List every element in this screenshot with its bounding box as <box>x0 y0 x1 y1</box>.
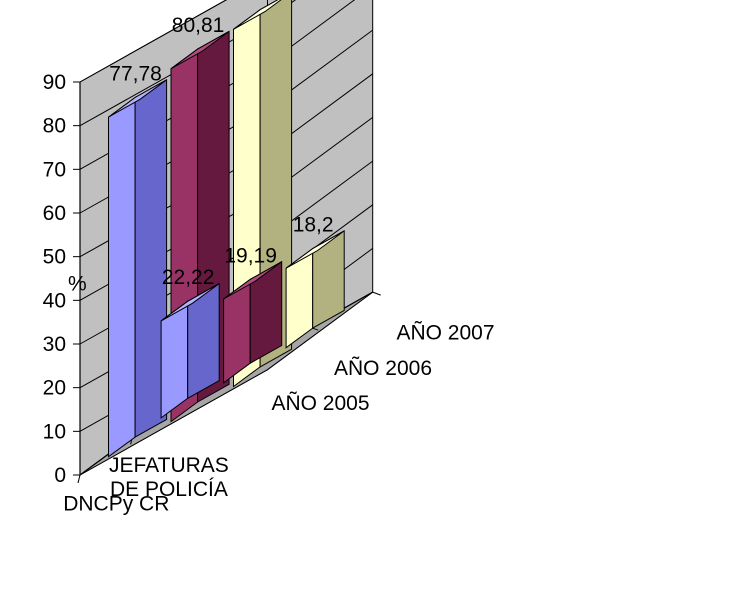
y-tick-label: 80 <box>43 115 66 138</box>
x-tick-mark <box>77 474 81 484</box>
data-label: 18,2 <box>293 214 334 237</box>
y-tick-label: 50 <box>43 246 66 269</box>
bar-top <box>223 261 282 300</box>
series-label: AÑO 2006 <box>334 356 432 380</box>
y-tick-label: 40 <box>43 289 66 312</box>
bar-top <box>108 79 167 118</box>
category-label-line: DE POLICÍA <box>110 478 228 501</box>
bar <box>223 260 283 384</box>
bar-front <box>108 96 136 458</box>
category-label: DNCPy CR <box>63 493 169 516</box>
category-label: JEFATURAS DE POLICÍA <box>109 454 229 501</box>
series-label: AÑO 2007 <box>396 321 494 345</box>
data-label: 80,81 <box>172 14 225 37</box>
bar-top <box>160 283 220 322</box>
bar-top <box>233 0 282 30</box>
y-tick-label: 60 <box>43 202 66 225</box>
bar <box>285 230 345 349</box>
depth-tick-mark <box>372 291 381 296</box>
gridline <box>79 0 228 83</box>
y-tick-label: 10 <box>43 420 66 443</box>
y-tick-label: 20 <box>43 377 66 400</box>
series-labels: AÑO 2005 AÑO 2006 AÑO 2007 <box>271 321 494 415</box>
data-label: 22,22 <box>162 266 215 289</box>
y-tick-label: 70 <box>43 158 66 181</box>
bar <box>108 78 168 458</box>
data-label: 19,19 <box>224 244 277 267</box>
category-label-line: JEFATURAS <box>109 454 229 477</box>
series-label: AÑO 2005 <box>271 391 369 415</box>
bar-top <box>170 30 230 70</box>
category-label-line: DNCPy CR <box>63 493 169 516</box>
y-axis-label: % <box>68 272 87 295</box>
bars <box>108 0 345 458</box>
y-tick-label: 90 <box>43 71 66 94</box>
y-tick-labels: 0 10 20 30 40 50 60 70 80 90 <box>43 71 80 487</box>
data-label: 77,78 <box>109 62 162 85</box>
y-tick-label: 30 <box>43 333 66 356</box>
bar <box>160 282 220 419</box>
y-tick-label: 0 <box>54 464 66 487</box>
bar-top <box>285 230 345 269</box>
